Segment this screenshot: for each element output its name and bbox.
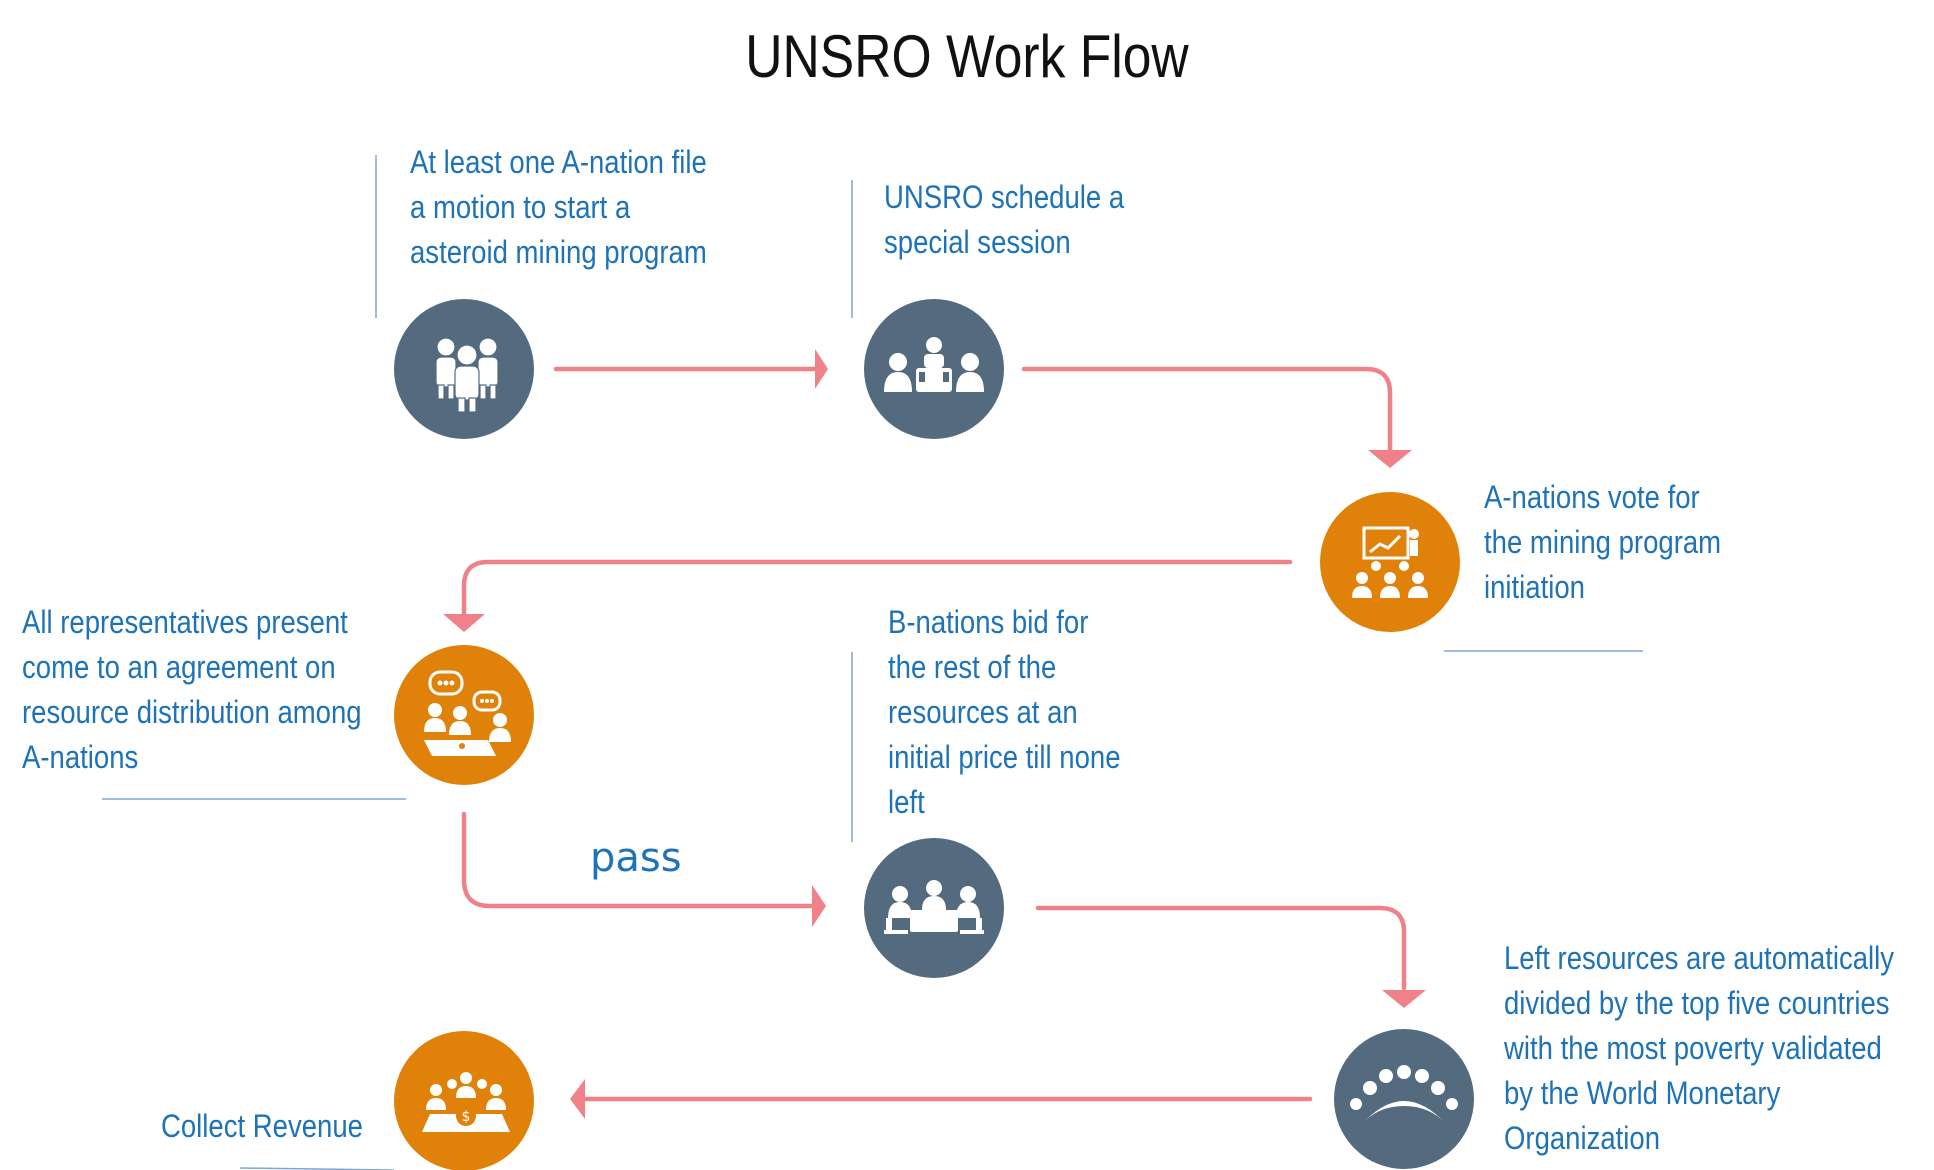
step-vote-label: A-nations vote for the mining program in… xyxy=(1484,475,1721,610)
step-vote-label-line: initiation xyxy=(1484,569,1585,605)
arrow-vote-to-agreement xyxy=(461,559,1293,618)
arrowhead-left-1 xyxy=(570,1079,585,1119)
step-divide-label: Left resources are automatically divided… xyxy=(1504,936,1894,1161)
meeting-table-icon xyxy=(884,337,984,392)
step-bid-label-line: initial price till none xyxy=(888,739,1121,775)
diagram-title: UNSRO Work Flow xyxy=(745,23,1189,90)
round-table-group-icon xyxy=(1350,1065,1458,1124)
step-vote-label-line: the mining program xyxy=(1484,524,1722,560)
step-bid-label-line: resources at an xyxy=(888,694,1078,730)
step-vote-label-line: A-nations vote for xyxy=(1484,479,1700,515)
arrow-session-to-vote xyxy=(1021,366,1393,455)
step-agreement-label-line: A-nations xyxy=(22,739,139,775)
arrowhead-down-2 xyxy=(443,614,485,632)
arrowhead-right-2 xyxy=(812,885,826,927)
step-motion-label-line: At least one A-nation file xyxy=(410,144,707,180)
step-agreement-label: All representatives present come to an a… xyxy=(22,600,362,780)
step-bid-label: B-nations bid for the rest of the resour… xyxy=(888,600,1121,825)
step-bid-label-line: B-nations bid for xyxy=(888,604,1089,640)
step-revenue-node: $ xyxy=(394,1031,534,1170)
step-revenue-circle xyxy=(394,1031,534,1170)
pass-label: pass xyxy=(590,835,682,881)
arrowhead-down-3 xyxy=(1382,990,1426,1008)
step-motion-label: At least one A-nation file a motion to s… xyxy=(410,140,707,275)
arrow-heads xyxy=(443,349,1426,1119)
arrow-agreement-to-bid xyxy=(461,811,815,909)
step-motion-label-line: asteroid mining program xyxy=(410,234,707,270)
discussion-chat-icon xyxy=(424,670,511,756)
step-agreement-label-line: come to an agreement on xyxy=(22,649,336,685)
step-divide-node xyxy=(1334,1029,1474,1169)
step-divide-label-line: by the World Monetary xyxy=(1504,1075,1781,1111)
step-session-node xyxy=(864,299,1004,439)
step-divide-label-line: with the most poverty validated xyxy=(1504,1030,1882,1066)
step-vote-circle xyxy=(1320,492,1460,632)
svg-text:$: $ xyxy=(462,1109,471,1125)
step-agreement-node xyxy=(394,645,534,785)
step-agreement-label-line: All representatives present xyxy=(22,604,348,640)
step-session-label: UNSRO schedule a special session xyxy=(884,175,1124,265)
step-bid-label-line: left xyxy=(888,784,925,820)
step-divide-label-line: Organization xyxy=(1504,1120,1661,1156)
arrow-bid-to-divide xyxy=(1035,905,1407,991)
step-revenue-label: Collect Revenue xyxy=(161,1104,363,1149)
money-table-icon: $ xyxy=(422,1072,510,1132)
flow-arrows xyxy=(461,366,1407,1102)
step-revenue-label-line: Collect Revenue xyxy=(161,1108,363,1144)
step-session-label-line: UNSRO schedule a xyxy=(884,179,1125,215)
step-bid-node xyxy=(864,838,1004,978)
arrowhead-down-1 xyxy=(1368,450,1412,468)
team-of-people-icon xyxy=(435,337,499,413)
presentation-audience-icon xyxy=(1352,526,1428,598)
step-vote-node xyxy=(1320,492,1460,632)
step-bid-label-line: the rest of the xyxy=(888,649,1057,685)
step-divide-label-line: Left resources are automatically xyxy=(1504,940,1895,976)
step-divide-label-line: divided by the top five countries xyxy=(1504,985,1890,1021)
step-agreement-label-line: resource distribution among xyxy=(22,694,362,730)
negotiation-table-icon xyxy=(884,880,984,934)
step-divide-circle xyxy=(1334,1029,1474,1169)
arrowhead-right-1 xyxy=(815,349,828,389)
step-session-label-line: special session xyxy=(884,224,1071,260)
step-motion-node xyxy=(394,299,534,439)
step-motion-label-line: a motion to start a xyxy=(410,189,631,225)
